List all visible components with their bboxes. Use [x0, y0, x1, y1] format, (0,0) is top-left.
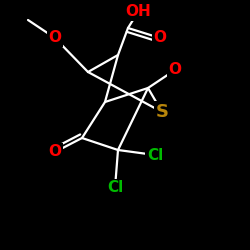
Text: Cl: Cl [107, 180, 123, 196]
Text: Cl: Cl [147, 148, 163, 162]
Text: OH: OH [125, 4, 151, 20]
Text: O: O [168, 62, 181, 78]
Text: O: O [154, 30, 166, 46]
Text: S: S [156, 103, 168, 121]
Text: O: O [48, 30, 62, 46]
Text: O: O [48, 144, 62, 160]
